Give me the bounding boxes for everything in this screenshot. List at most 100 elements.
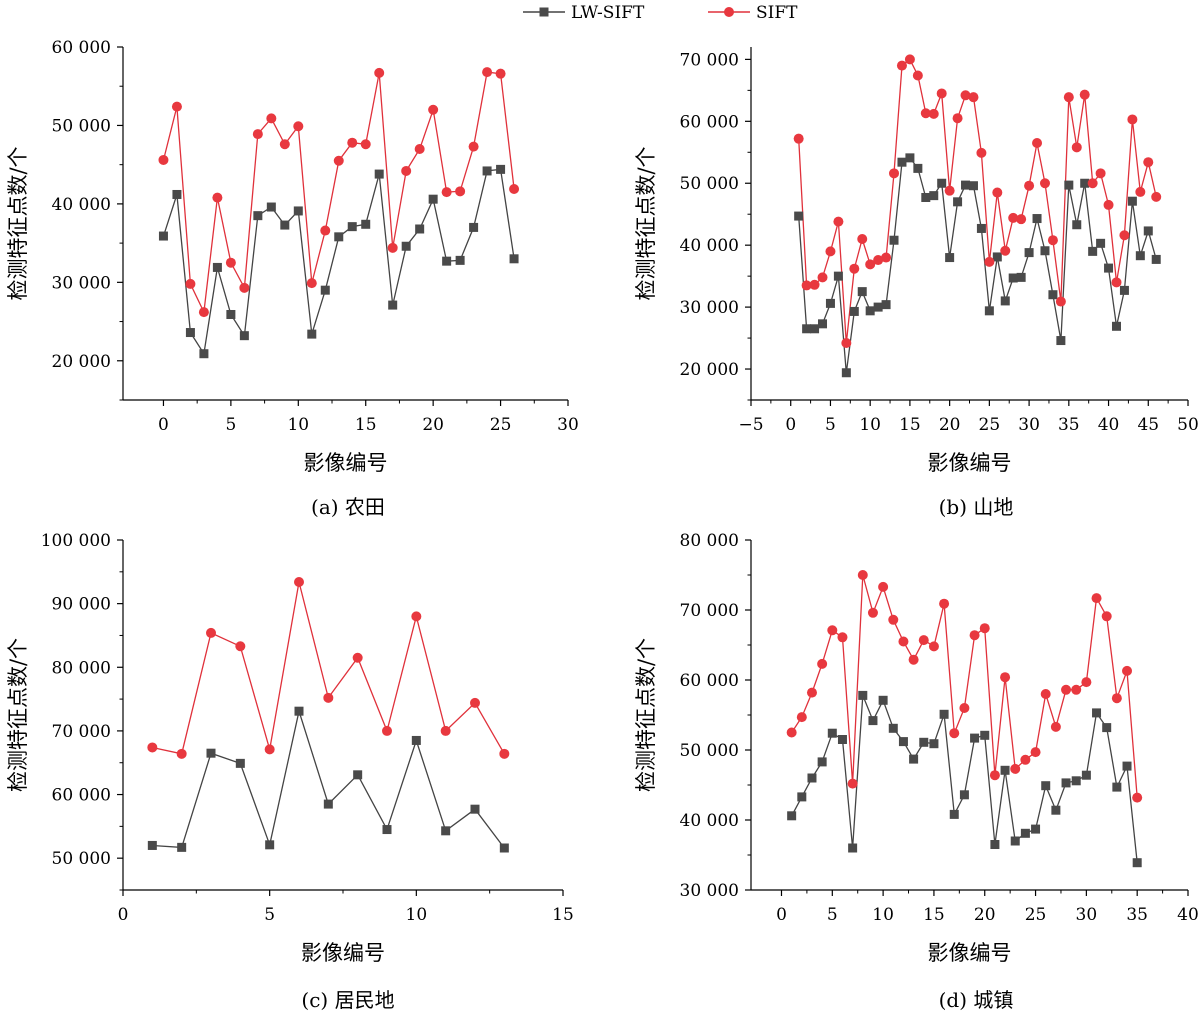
data-point-lw-sift [265,840,275,850]
data-point-sift [898,636,909,647]
data-point-lw-sift [470,804,480,814]
data-point-sift [904,54,915,65]
data-point-sift [992,187,1003,198]
legend-label-lw-sift: LW-SIFT [571,3,645,23]
data-point-lw-sift [802,324,812,334]
data-point-lw-sift [968,181,978,191]
data-point-lw-sift [1127,196,1137,206]
y-tick-label-a: 60 000 [52,38,111,58]
legend-marker-sift [724,7,734,17]
data-point-lw-sift [1024,248,1034,258]
data-point-sift [1050,721,1061,732]
data-point-sift [1039,178,1050,189]
data-point-sift [809,279,820,290]
data-point-sift [928,641,939,652]
data-point-sift [1055,296,1066,307]
data-point-lw-sift [1102,723,1112,733]
data-point-lw-sift [206,748,216,758]
x-tick-label-d: 15 [923,905,945,925]
data-point-sift [411,611,422,622]
y-tick-label-a: 30 000 [52,273,111,293]
x-tick-label-b: 45 [1137,415,1159,435]
data-point-sift [908,654,919,665]
data-point-sift [1079,89,1090,100]
data-point-lw-sift [1122,761,1132,771]
x-tick-label-b: 35 [1058,415,1080,435]
data-point-lw-sift [889,235,899,245]
data-point-sift [1047,235,1058,246]
data-point-sift [225,257,236,268]
data-point-lw-sift [976,223,986,233]
x-tick-label-b: 40 [1098,415,1120,435]
data-point-sift [401,165,412,176]
y-axis-title-a: 检测特征点数/个 [6,146,30,300]
data-point-sift [989,770,1000,781]
data-point-lw-sift [990,840,1000,849]
data-point-lw-sift [897,157,907,167]
data-point-sift [833,216,844,227]
data-point-lw-sift [1041,781,1051,791]
chart-panel-d: (d) 城镇 0 5 10 15 20 25 30 35 40 30 000 40 000 50 00… [634,531,1199,1012]
data-point-sift [944,185,955,196]
x-tick-label-c: 0 [118,905,129,925]
data-point-sift [841,338,852,349]
data-point-sift [1095,168,1106,179]
data-point-sift [857,570,868,580]
data-point-lw-sift [353,770,363,780]
data-point-lw-sift [1080,178,1090,188]
data-point-sift [158,154,169,165]
x-tick-label-a: 15 [355,415,377,435]
x-tick-label-b: 30 [1018,415,1040,435]
y-tick-label-c: 100 000 [41,531,111,551]
data-point-lw-sift [833,271,843,281]
legend: LW-SIFT SIFT [523,3,798,23]
data-point-lw-sift [212,262,222,272]
data-point-sift [939,598,950,609]
data-point-lw-sift [1040,246,1050,256]
data-point-lw-sift [1016,272,1026,282]
data-point-lw-sift [807,773,817,783]
data-point-sift [1143,157,1154,168]
data-point-lw-sift [818,319,828,329]
data-point-sift [952,113,963,124]
data-point-lw-sift [294,706,304,716]
data-point-lw-sift [382,825,392,835]
data-point-lw-sift [307,329,317,339]
data-point-sift [918,635,929,646]
x-tick-label-b: −5 [738,415,763,435]
data-point-sift [1127,114,1138,125]
data-point-sift [817,658,828,669]
x-axis-title-b: 影像编号 [928,451,1012,475]
data-point-lw-sift [469,222,479,232]
x-tick-label-b: 0 [785,415,796,435]
data-point-sift [1119,230,1130,241]
data-point-lw-sift [1151,254,1161,264]
data-point-lw-sift [797,792,807,802]
data-point-sift [1061,684,1072,695]
data-point-sift [1091,593,1102,604]
data-point-sift [1000,245,1011,256]
data-point-lw-sift [959,790,969,800]
y-tick-label-c: 60 000 [52,786,111,806]
data-point-lw-sift [1135,251,1145,261]
data-point-sift [928,108,939,119]
data-point-lw-sift [939,709,949,719]
data-point-sift [984,256,995,267]
data-point-sift [414,143,425,154]
x-tick-label-d: 40 [1177,905,1199,925]
legend-label-sift: SIFT [756,3,798,23]
data-point-lw-sift [949,809,959,819]
data-point-lw-sift [455,255,465,265]
data-point-lw-sift [320,285,330,295]
data-point-lw-sift [868,716,878,726]
data-point-lw-sift [848,843,858,853]
data-point-sift [1000,672,1011,683]
data-point-lw-sift [185,328,195,338]
data-point-lw-sift [919,737,929,747]
caption-d: (d) 城镇 [939,988,1014,1012]
data-point-lw-sift [253,211,263,221]
x-tick-label-a: 20 [422,415,444,435]
data-point-lw-sift [442,256,452,266]
chart-panel-b: (b) 山地 −5 0 5 10 15 20 25 30 35 40 45 50 20 000 30 00… [634,47,1199,519]
